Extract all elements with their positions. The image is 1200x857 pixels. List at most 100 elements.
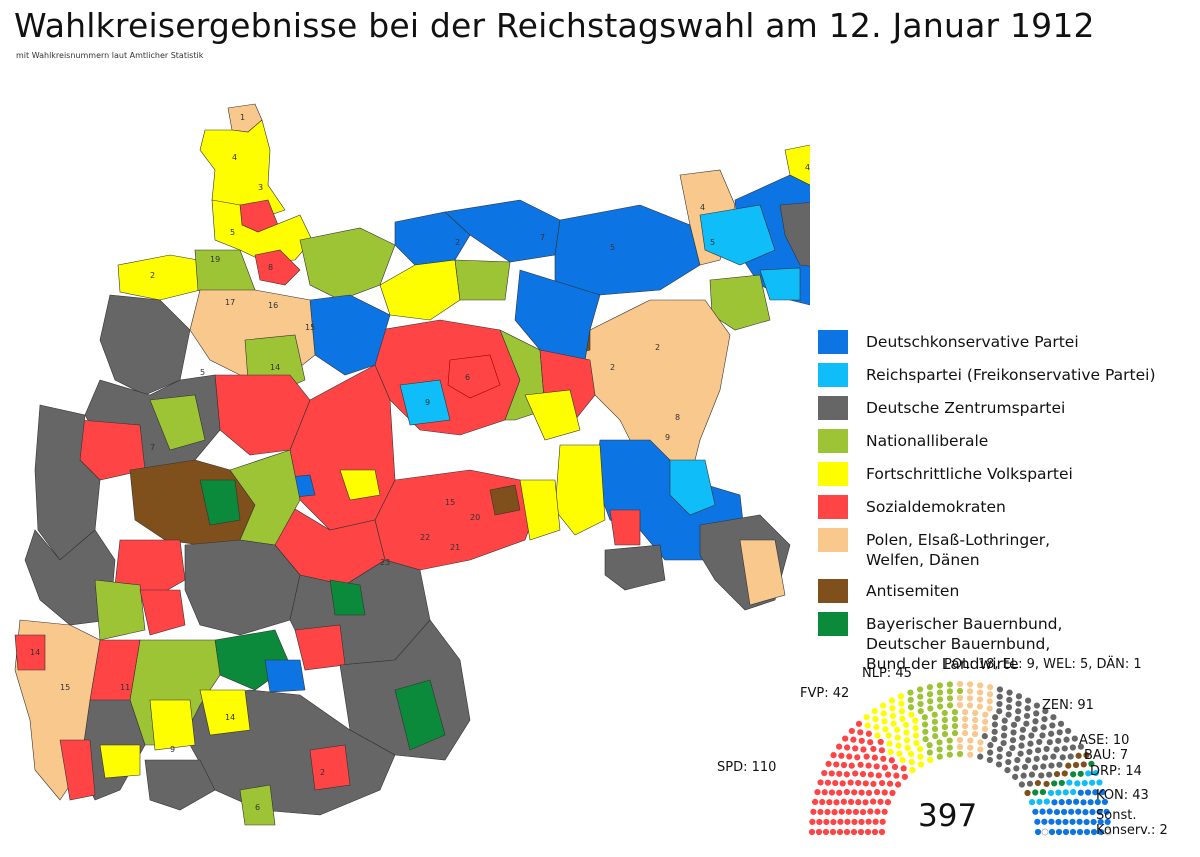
seat-dot bbox=[1061, 770, 1068, 777]
seat-dot bbox=[881, 764, 888, 771]
seat-dot bbox=[1046, 739, 1053, 746]
district-number: 16 bbox=[268, 301, 278, 310]
seat-dot bbox=[907, 704, 915, 711]
legend-label: Deutschkonservative Partei bbox=[866, 333, 1079, 351]
seat-dot bbox=[941, 716, 948, 724]
seat-dot bbox=[931, 725, 939, 733]
legend-label: Fortschrittliche Volkspartei bbox=[866, 465, 1073, 483]
seat-label-zen: ZEN: 91 bbox=[1042, 698, 1094, 713]
seat-dot bbox=[976, 703, 983, 710]
seat-dot bbox=[865, 789, 873, 797]
seat-dot bbox=[884, 771, 892, 778]
seat-dot bbox=[917, 753, 924, 760]
seat-dot bbox=[996, 693, 1003, 700]
seat-dot bbox=[1033, 755, 1040, 762]
seat-dot bbox=[1023, 720, 1030, 727]
seat-dot bbox=[1013, 765, 1020, 772]
seat-dot bbox=[1001, 724, 1008, 732]
seat-dot bbox=[1069, 744, 1076, 751]
seat-dot bbox=[812, 798, 819, 805]
seat-label-kon: KON: 43 bbox=[1096, 788, 1149, 803]
seat-dot bbox=[1059, 754, 1066, 761]
seat-dot bbox=[845, 808, 852, 815]
seat-dot bbox=[829, 828, 837, 836]
seat-dot bbox=[1066, 779, 1073, 786]
seat-dot bbox=[821, 769, 828, 777]
map-region-uckermark bbox=[454, 259, 511, 301]
seat-dot bbox=[1053, 770, 1061, 778]
seat-dot bbox=[986, 705, 993, 712]
seat-dot bbox=[1020, 772, 1027, 779]
map-region-mainz-spd bbox=[139, 589, 186, 636]
seat-dot bbox=[874, 808, 881, 815]
seat-dot bbox=[880, 710, 887, 717]
seat-dot bbox=[1050, 753, 1057, 760]
seat-dot bbox=[987, 749, 994, 756]
seat-dot bbox=[824, 779, 831, 786]
seat-dot bbox=[1041, 828, 1049, 836]
seat-dot bbox=[1089, 808, 1096, 816]
seat-dot bbox=[870, 798, 877, 805]
seat-label-drp: DRP: 14 bbox=[1090, 764, 1142, 779]
seat-dot bbox=[961, 716, 969, 723]
district-number: 6 bbox=[465, 373, 470, 382]
seat-dot bbox=[891, 763, 899, 771]
seat-dot bbox=[991, 736, 998, 743]
legend-item-fvp: Fortschrittliche Volkspartei bbox=[818, 462, 1198, 486]
seat-dot bbox=[946, 681, 953, 688]
seat-dot bbox=[867, 771, 874, 778]
seat-dot bbox=[936, 689, 944, 696]
seat-dot bbox=[956, 743, 964, 751]
seat-dot bbox=[1067, 753, 1074, 760]
seat-dot bbox=[966, 695, 974, 702]
seat-dot bbox=[912, 732, 920, 739]
seat-dot bbox=[848, 762, 855, 769]
seat-dot bbox=[926, 691, 934, 698]
seat-dot bbox=[1043, 780, 1050, 788]
seat-dot bbox=[871, 828, 879, 836]
seat-dot bbox=[843, 828, 851, 836]
seat-dot bbox=[909, 767, 916, 774]
seat-dot bbox=[972, 709, 979, 717]
seat-dot bbox=[1014, 715, 1021, 722]
seat-dot bbox=[833, 761, 840, 768]
map-region-bodensee bbox=[144, 759, 216, 811]
seat-dot bbox=[1034, 779, 1041, 787]
legend-item-minorities: Polen, Elsaß-Lothringer, Welfen, Dänen bbox=[818, 528, 1198, 570]
seat-dot bbox=[893, 726, 901, 733]
seat-dot bbox=[1027, 740, 1034, 747]
map-region-stuttgart-fvp bbox=[149, 699, 196, 751]
seat-dot bbox=[899, 715, 906, 722]
seat-dot bbox=[862, 799, 869, 806]
seat-dot bbox=[855, 799, 862, 806]
legend-swatch bbox=[818, 429, 848, 453]
seat-dot bbox=[873, 763, 880, 770]
seat-dot bbox=[865, 818, 872, 825]
seat-dot bbox=[864, 828, 872, 836]
seat-dot bbox=[821, 789, 828, 796]
seat-dot bbox=[862, 780, 869, 787]
seat-dot bbox=[1039, 808, 1046, 815]
seat-dot bbox=[838, 752, 845, 759]
map-region-allgaeu bbox=[239, 784, 276, 826]
seat-dot bbox=[1053, 746, 1060, 753]
seat-dot bbox=[941, 731, 949, 738]
legend-label: Nationalliberale bbox=[866, 432, 989, 450]
seat-dot bbox=[1034, 818, 1041, 825]
seat-dot bbox=[852, 745, 859, 752]
seat-dot bbox=[1009, 744, 1016, 752]
seat-dot bbox=[836, 770, 843, 777]
seat-dot bbox=[1004, 767, 1011, 774]
seat-dot bbox=[996, 746, 1004, 753]
seat-dot bbox=[1048, 730, 1055, 737]
seat-dot bbox=[1024, 705, 1031, 712]
seat-dot bbox=[936, 682, 943, 689]
seat-dot bbox=[889, 712, 897, 720]
seat-dot bbox=[1033, 702, 1040, 709]
seat-dot bbox=[890, 720, 897, 727]
seat-dot bbox=[859, 808, 867, 816]
seat-dot bbox=[878, 828, 886, 836]
seat-dot bbox=[1080, 761, 1087, 768]
seat-dot bbox=[1103, 808, 1110, 815]
seat-dot bbox=[1051, 780, 1058, 787]
